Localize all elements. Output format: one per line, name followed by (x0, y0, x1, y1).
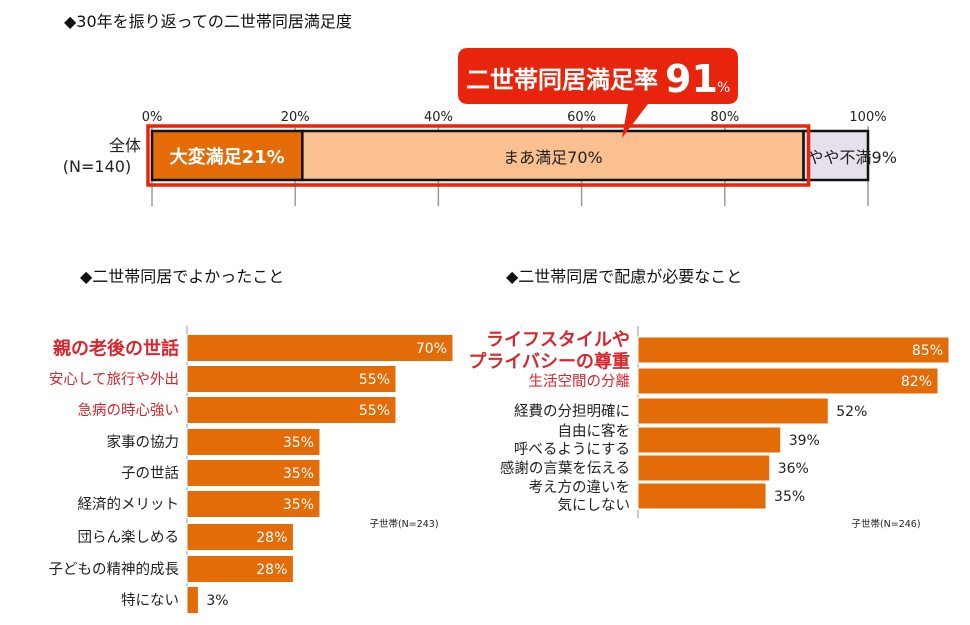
value-label: 55% (359, 372, 390, 388)
category-label: 団らん楽しめる (78, 529, 180, 546)
row-sample-size: (N=140) (63, 157, 131, 176)
category-label: ライフスタイルや (486, 329, 630, 350)
category-label: 急病の時心強い (78, 402, 180, 419)
value-label: 28% (256, 562, 287, 578)
callout-number: 91 (665, 57, 718, 101)
tick-label: 80% (710, 110, 739, 125)
value-label: 35% (283, 466, 314, 482)
value-label: 55% (359, 403, 390, 419)
tick-label: 100% (849, 110, 886, 125)
category-label: 家事の協力 (107, 434, 180, 451)
value-label: 82% (901, 374, 932, 390)
value-label: 85% (912, 343, 943, 359)
bar-segment (802, 129, 870, 182)
bar-segment (150, 129, 304, 182)
category-label: 子どもの精神的成長 (49, 561, 180, 578)
sample-note: 子世帯(N=246) (851, 518, 920, 530)
callout-bubble (458, 48, 738, 138)
segment-label: やや不満9% (808, 148, 897, 167)
bar (186, 459, 321, 487)
category-label: 感謝の言葉を伝える (500, 460, 630, 477)
bar (186, 490, 321, 518)
category-label: 経済的メリット (78, 496, 180, 513)
bar (186, 334, 454, 362)
value-label: 52% (836, 404, 867, 420)
bar (186, 523, 294, 551)
category-label: プライバシーの尊重 (468, 350, 630, 372)
benefits-chart: 70% 親の老後の世話 55% 安心して旅行や外出 55% 急病の時心強い 35% 家事の協力… (49, 326, 454, 614)
category-label: 自由に客を (558, 423, 631, 440)
bar (637, 426, 782, 454)
category-label: 考え方の違いを (529, 479, 631, 496)
bar (186, 365, 397, 393)
tick-label: 60% (567, 110, 596, 125)
segment-label: まあ満足70% (503, 148, 603, 167)
bar (186, 586, 199, 614)
bar (637, 367, 939, 395)
bar (637, 336, 950, 364)
benefits-title: ◆二世帯同居でよかったこと (80, 267, 285, 286)
satisfaction-chart: 0% 20% 40% 60% 80% 100% 全体 (N=140) 大変満足21% まあ満足70… (63, 48, 897, 206)
bar-segment (301, 129, 805, 182)
value-label: 70% (416, 341, 447, 357)
value-label: 28% (256, 530, 287, 546)
value-label: 39% (789, 433, 820, 449)
tick-label: 0% (142, 110, 163, 125)
bar (186, 555, 294, 583)
value-label: 3% (206, 593, 228, 609)
highlight-frame (146, 124, 811, 187)
callout-unit: % (717, 80, 730, 96)
segment-label: 大変満足21% (170, 146, 285, 168)
tick-label: 40% (424, 110, 453, 125)
tick-label: 20% (281, 110, 310, 125)
bar (637, 482, 767, 510)
value-label: 35% (283, 497, 314, 513)
value-label: 35% (283, 435, 314, 451)
bar (637, 397, 829, 425)
category-label: 経費の分担明確に (514, 403, 630, 420)
value-label: 35% (774, 489, 805, 505)
satisfaction-title: ◆30年を振り返っての二世帯同居満足度 (64, 12, 352, 31)
bar (186, 428, 321, 456)
callout-text: 二世帯同居満足率 (466, 66, 658, 94)
category-label: 子の世話 (121, 465, 179, 482)
bar (637, 454, 771, 482)
category-label: 特にない (121, 592, 179, 609)
sample-note: 子世帯(N=243) (369, 518, 438, 530)
considerations-title: ◆二世帯同居で配慮が必要なこと (506, 267, 743, 286)
category-label: 生活空間の分離 (529, 372, 631, 390)
row-label: 全体 (109, 136, 141, 155)
bar (186, 396, 397, 424)
category-label: 呼べるようにする (514, 441, 630, 458)
category-label: 安心して旅行や外出 (49, 371, 179, 388)
value-label: 36% (778, 461, 809, 477)
category-label: 気にしない (558, 497, 631, 514)
category-label: 親の老後の世話 (53, 337, 179, 359)
